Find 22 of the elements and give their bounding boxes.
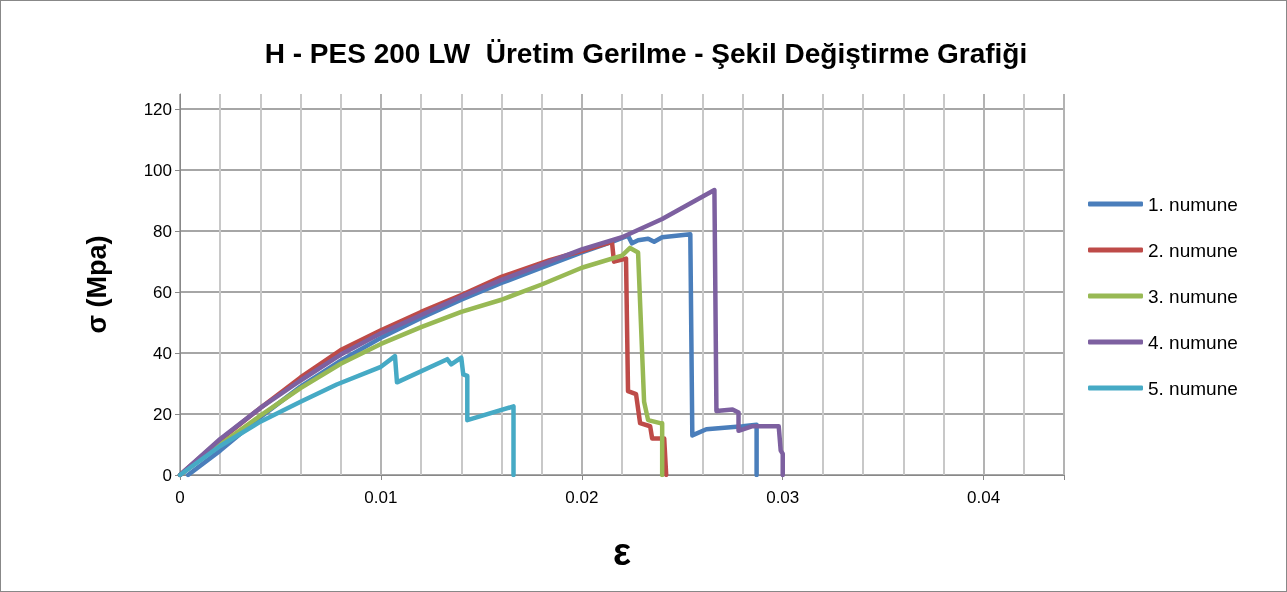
y-axis-title: σ (Mpa) — [81, 235, 112, 334]
legend-label: 1. numune — [1148, 193, 1238, 215]
y-tick-label: 0 — [162, 465, 172, 485]
line-series — [177, 187, 785, 478]
x-tick-label: 0 — [175, 488, 185, 507]
x-tick-label: 0.01 — [364, 488, 398, 507]
chart-title: H - PES 200 LW Üretim Gerilme - Şekil Değiştirme Grafiği — [264, 37, 1028, 69]
x-tick-label: 0.03 — [766, 488, 800, 507]
x-tick-label: 0.04 — [967, 488, 1001, 507]
y-tick-label: 40 — [153, 343, 172, 363]
y-tick-label: 60 — [153, 282, 172, 302]
y-tick-label: 20 — [153, 404, 172, 424]
legend-label: 2. numune — [1148, 239, 1238, 261]
y-tick-label: 80 — [153, 221, 172, 241]
y-tick-label: 100 — [143, 160, 172, 180]
legend-label: 4. numune — [1148, 331, 1238, 353]
x-tick-label: 0.02 — [565, 488, 599, 507]
legend-label: 5. numune — [1148, 377, 1238, 399]
line-series — [177, 353, 516, 478]
x-axis-title: ε — [612, 531, 632, 573]
y-tick-label: 120 — [143, 99, 172, 119]
legend-label: 3. numune — [1148, 285, 1238, 307]
